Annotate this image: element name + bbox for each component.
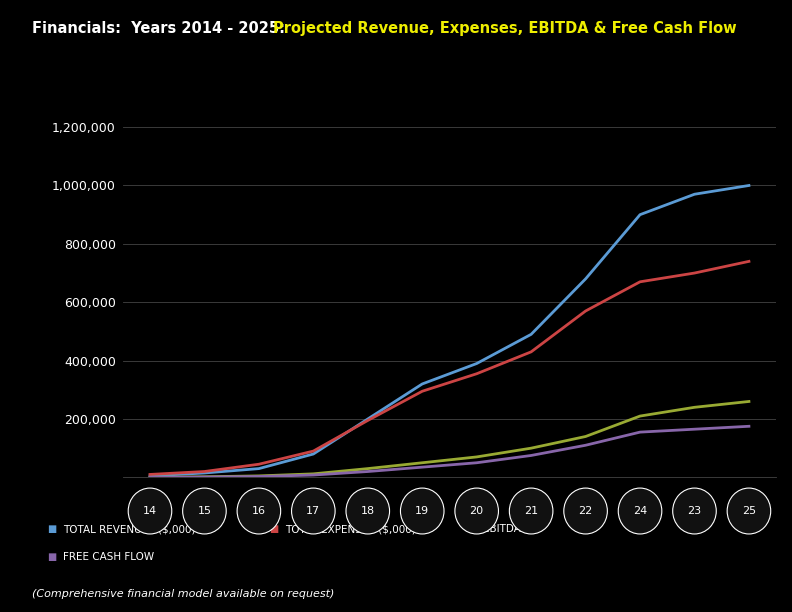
Text: 16: 16 (252, 506, 266, 516)
Text: ■: ■ (269, 524, 279, 534)
Text: 17: 17 (307, 506, 321, 516)
Text: 24: 24 (633, 506, 647, 516)
Text: Financials:  Years 2014 - 2025:: Financials: Years 2014 - 2025: (32, 21, 290, 37)
Text: EBITDA: EBITDA (483, 524, 521, 534)
Text: 25: 25 (742, 506, 756, 516)
Text: 22: 22 (578, 506, 592, 516)
Text: Projected Revenue, Expenses, EBITDA & Free Cash Flow: Projected Revenue, Expenses, EBITDA & Fr… (273, 21, 737, 37)
Text: FREE CASH FLOW: FREE CASH FLOW (63, 552, 154, 562)
Text: 23: 23 (687, 506, 702, 516)
Text: 15: 15 (197, 506, 211, 516)
Text: ■: ■ (48, 552, 57, 562)
Text: ■: ■ (467, 524, 477, 534)
Text: TOTAL EXPENSES ($,000): TOTAL EXPENSES ($,000) (285, 524, 416, 534)
Text: 19: 19 (415, 506, 429, 516)
Text: ■: ■ (48, 524, 57, 534)
Text: 18: 18 (360, 506, 375, 516)
Text: 21: 21 (524, 506, 539, 516)
Text: TOTAL REVENUES ($,000): TOTAL REVENUES ($,000) (63, 524, 196, 534)
Text: 20: 20 (470, 506, 484, 516)
Text: 14: 14 (143, 506, 157, 516)
Text: (Comprehensive financial model available on request): (Comprehensive financial model available… (32, 589, 334, 599)
